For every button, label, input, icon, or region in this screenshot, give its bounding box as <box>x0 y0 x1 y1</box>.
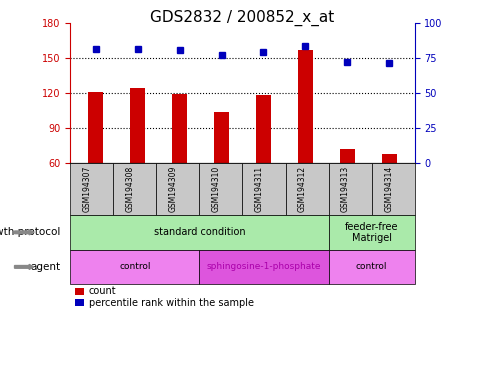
Bar <box>256 96 270 163</box>
Text: GSM194311: GSM194311 <box>255 166 263 212</box>
Text: control: control <box>355 262 387 271</box>
Bar <box>214 112 228 163</box>
Bar <box>172 94 186 163</box>
Text: percentile rank within the sample: percentile rank within the sample <box>89 298 253 308</box>
Text: GSM194312: GSM194312 <box>298 166 306 212</box>
Text: GSM194308: GSM194308 <box>126 166 135 212</box>
Text: growth protocol: growth protocol <box>0 227 60 237</box>
Bar <box>88 92 103 163</box>
Text: GSM194314: GSM194314 <box>383 166 393 212</box>
Text: control: control <box>119 262 151 271</box>
Text: GSM194307: GSM194307 <box>83 166 91 212</box>
Text: GSM194313: GSM194313 <box>340 166 349 212</box>
Text: agent: agent <box>30 262 60 272</box>
Bar <box>381 154 396 163</box>
Text: GDS2832 / 200852_x_at: GDS2832 / 200852_x_at <box>150 10 334 26</box>
Bar <box>298 50 312 163</box>
Text: GSM194310: GSM194310 <box>212 166 221 212</box>
Text: sphingosine-1-phosphate: sphingosine-1-phosphate <box>206 262 320 271</box>
Text: standard condition: standard condition <box>153 227 245 237</box>
Text: count: count <box>89 286 116 296</box>
Bar <box>130 88 145 163</box>
Text: GSM194309: GSM194309 <box>168 166 178 212</box>
Text: feeder-free
Matrigel: feeder-free Matrigel <box>344 222 397 243</box>
Bar <box>339 149 354 163</box>
